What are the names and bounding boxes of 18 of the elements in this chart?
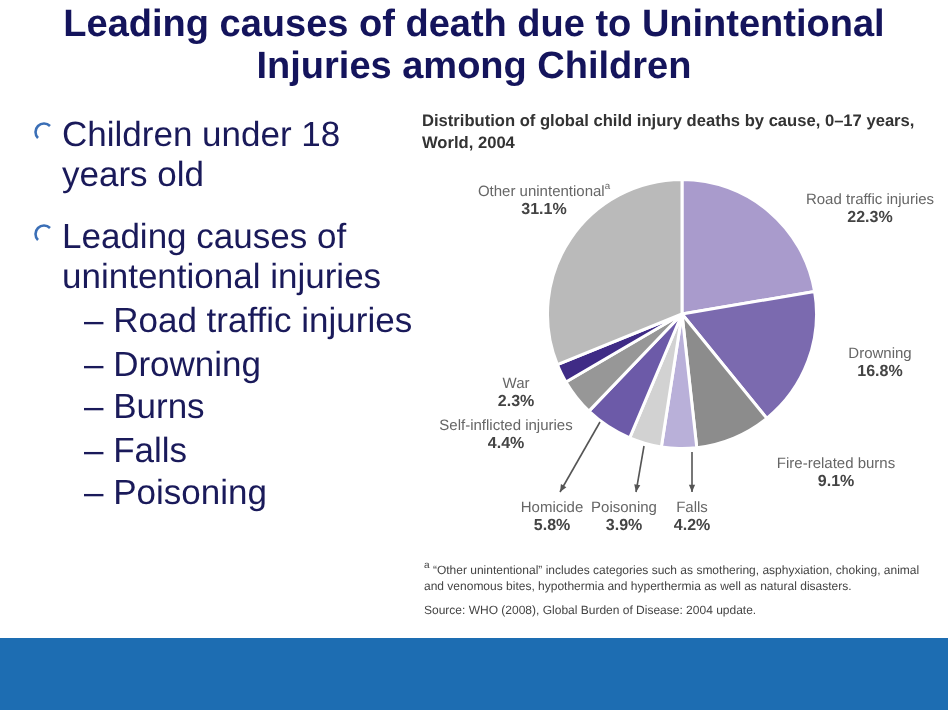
text: – Road traffic injuries [84,300,413,340]
data-label: 9.1% [817,472,855,491]
text: – Burns [84,386,205,426]
data-label: 4.4% [487,434,525,453]
data-label: 2.3% [497,392,535,411]
chart-subtitle: Distribution of global child injury deaths by cause, 0–17 years, World, 2004 [422,110,917,154]
data-label: 5.8% [533,516,571,535]
text: Children under 18 years old [62,114,343,194]
text: – Drowning [84,343,262,383]
chart-title: Leading causes of death due to Unintentional Injuries among Children [61,4,887,88]
text: – Poisoning [84,472,267,512]
text: – Falls [84,429,188,469]
data-label: 3.9% [605,516,643,535]
data-label: 16.8% [857,362,903,381]
data-label: 4.2% [673,516,711,535]
data-label: 22.3% [847,208,893,227]
data-label: 31.1% [521,200,567,219]
text: Leading causes of unintentional injuries [62,216,384,296]
